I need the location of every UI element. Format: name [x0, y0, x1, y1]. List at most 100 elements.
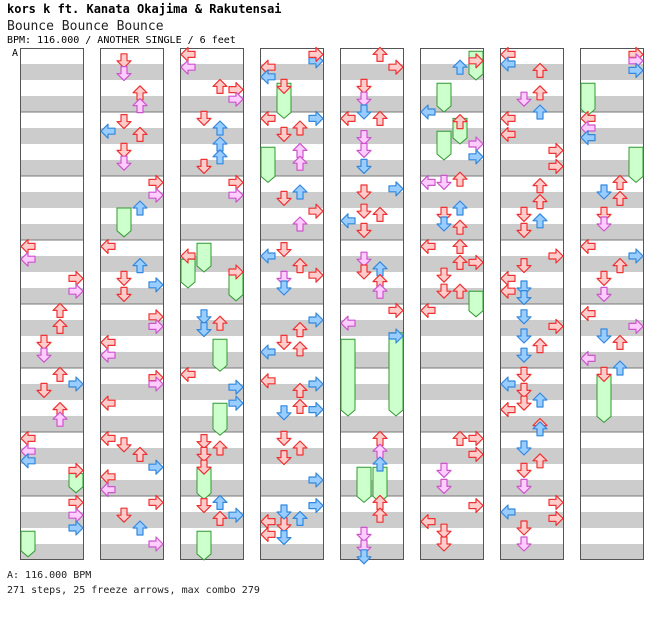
beat-stripe	[20, 192, 84, 208]
step-arrow-down	[36, 334, 52, 350]
beat-stripe	[340, 352, 404, 368]
beat-stripe	[260, 480, 324, 496]
beat-stripe	[260, 352, 324, 368]
step-arrow-right	[68, 376, 84, 392]
step-arrow-up	[372, 46, 388, 63]
beat-stripe	[500, 384, 564, 400]
arrow-layer	[20, 46, 644, 565]
beat-stripe	[260, 384, 324, 400]
step-arrow-down	[436, 216, 452, 232]
step-arrow-left	[20, 251, 36, 267]
beat-stripe	[420, 448, 484, 464]
step-arrow-down	[116, 437, 132, 453]
step-arrow-up	[372, 456, 388, 472]
step-arrow-down	[276, 405, 292, 421]
beat-stripe	[340, 320, 404, 336]
beat-stripe	[420, 416, 484, 432]
step-arrow-up	[532, 421, 548, 437]
step-arrow-up	[452, 283, 468, 299]
step-arrow-up	[292, 120, 308, 136]
step-arrow-right	[308, 110, 324, 127]
step-arrow-left	[260, 248, 276, 264]
freeze-arrow	[628, 146, 644, 184]
freeze-arrow	[212, 338, 228, 372]
freeze-arrow	[196, 530, 212, 561]
beat-stripe	[20, 352, 84, 368]
beat-stripe	[180, 544, 244, 560]
beat-stripe	[420, 544, 484, 560]
beat-stripe	[500, 96, 564, 112]
beat-stripe	[260, 512, 324, 528]
step-arrow-left	[180, 366, 196, 382]
step-arrow-down	[276, 529, 292, 546]
step-arrow-up	[292, 184, 308, 200]
beat-stripe	[580, 352, 644, 368]
step-arrow-up	[372, 507, 388, 523]
beat-stripe	[180, 480, 244, 496]
step-arrow-down	[356, 184, 372, 200]
column-border	[500, 48, 564, 560]
step-arrow-left	[420, 104, 436, 120]
step-arrow-up	[372, 110, 388, 127]
step-arrow-right	[148, 536, 164, 552]
freeze-arrow	[20, 530, 36, 558]
step-arrow-up	[452, 171, 468, 187]
step-arrow-down	[356, 222, 372, 238]
beat-stripe	[340, 544, 404, 560]
beat-stripe	[420, 224, 484, 240]
step-arrow-right	[388, 181, 404, 197]
beat-stripe	[420, 128, 484, 144]
beat-stripe	[20, 512, 84, 528]
beat-stripe	[180, 96, 244, 112]
beat-stripe	[580, 416, 644, 432]
chart-meta: BPM: 116.000 / ANOTHER SINGLE / 6 feet	[7, 35, 236, 46]
step-arrow-up	[612, 334, 628, 350]
step-arrow-up	[372, 206, 388, 222]
beat-stripe	[420, 288, 484, 304]
freeze-arrow	[68, 473, 84, 494]
beat-stripe	[500, 480, 564, 496]
beat-stripe	[260, 320, 324, 336]
beat-stripe	[260, 224, 324, 240]
beat-stripe	[180, 192, 244, 208]
step-arrow-right	[548, 158, 564, 174]
freeze-arrow	[436, 130, 452, 161]
beat-stripe	[20, 320, 84, 336]
step-arrow-left	[580, 350, 596, 366]
step-arrow-down	[356, 78, 372, 95]
step-arrow-down	[516, 536, 532, 552]
step-chart	[20, 46, 644, 565]
step-arrow-down	[356, 549, 372, 565]
step-arrow-down	[196, 110, 212, 127]
freeze-arrow	[340, 338, 356, 417]
step-arrow-left	[260, 344, 276, 360]
beat-stripe	[100, 96, 164, 112]
step-arrow-right	[308, 376, 324, 392]
step-arrow-down	[276, 78, 292, 95]
step-arrow-right	[388, 328, 404, 344]
step-arrow-down	[116, 113, 132, 130]
beat-stripe	[100, 352, 164, 368]
step-arrow-down	[196, 434, 212, 450]
beat-stripe	[100, 384, 164, 400]
step-arrow-down	[516, 366, 532, 382]
beat-stripe	[340, 128, 404, 144]
beat-stripe	[420, 96, 484, 112]
step-arrow-down	[196, 322, 212, 338]
beat-stripe	[580, 480, 644, 496]
step-arrow-up	[532, 194, 548, 210]
step-arrow-down	[356, 130, 372, 146]
freeze-arrow	[356, 466, 372, 504]
step-arrow-right	[388, 302, 404, 318]
beat-stripe	[420, 256, 484, 272]
step-arrow-left	[260, 373, 276, 389]
step-arrow-right	[628, 248, 644, 264]
step-arrow-right	[548, 142, 564, 158]
step-arrow-down	[516, 520, 532, 536]
beat-stripe	[500, 128, 564, 144]
speed-marker: A	[12, 48, 19, 59]
step-arrow-left	[20, 453, 36, 469]
beat-stripe	[500, 512, 564, 528]
step-arrow-right	[308, 46, 324, 63]
step-arrow-left	[100, 123, 116, 139]
